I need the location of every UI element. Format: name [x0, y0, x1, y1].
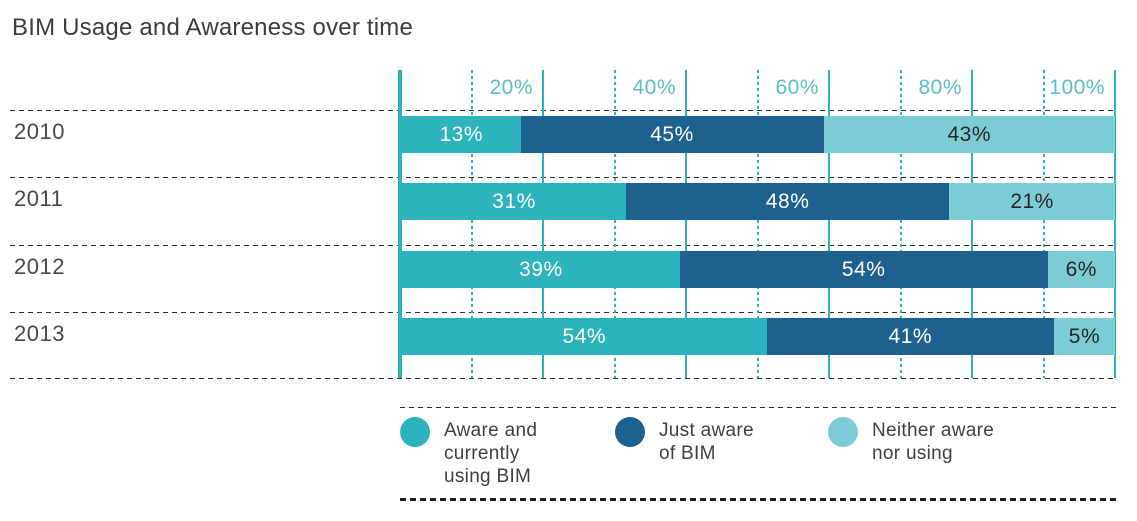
major-gridline [542, 70, 544, 378]
bar-row: 13% 45% 43% [402, 116, 1115, 153]
legend-entry-line: currently [444, 443, 520, 464]
legend-entry-line: Aware and [444, 420, 538, 441]
bar-value-label: 48% [765, 189, 810, 213]
x-axis-tick-label: 100% [1049, 76, 1105, 99]
year-label: 2013 [14, 321, 65, 346]
bar-segment: 31% [402, 183, 627, 220]
major-gridline [828, 70, 830, 378]
bar-value-label: 31% [492, 189, 536, 213]
bar-value-label: 54% [562, 324, 607, 348]
bar-row: 39% 54% 6% [402, 251, 1115, 288]
row-separator-line [10, 245, 1117, 246]
x-axis-tick-label: 60% [775, 76, 819, 99]
minor-gridline [899, 70, 902, 378]
bar-segment: 5% [1053, 318, 1116, 355]
bar-segment: 45% [520, 116, 824, 153]
x-axis-tick-label: 80% [918, 76, 962, 99]
year-label: 2012 [14, 254, 65, 279]
bar-segment: 21% [949, 183, 1116, 220]
row-separator-line [10, 110, 1117, 111]
bar-segment: 13% [402, 116, 521, 153]
bar-segment: 54% [679, 251, 1048, 288]
legend-color-dot [828, 417, 858, 447]
bar-segment: 41% [766, 318, 1054, 355]
bar-value-label: 21% [1010, 189, 1054, 213]
bar-value-label: 39% [519, 257, 563, 281]
legend-entry-line: using BIM [444, 466, 532, 487]
year-label: 2010 [14, 119, 65, 144]
bar-value-label: 5% [1068, 324, 1101, 348]
year-label: 2011 [14, 186, 64, 211]
bar-row: 54% 41% 5% [402, 318, 1116, 355]
y-axis-line [398, 70, 402, 378]
legend-entry-line: Just aware [659, 420, 754, 441]
legend-entry-line: nor using [872, 443, 953, 464]
bar-value-label: 13% [439, 122, 484, 146]
x-axis-tick-label: 20% [489, 76, 533, 99]
chart-title: BIM Usage and Awareness over time [12, 14, 414, 41]
legend-entry-label: Just aware of BIM [659, 419, 754, 465]
legend-top-divider [400, 407, 1117, 408]
bar-segment: 39% [402, 251, 680, 288]
minor-gridline [613, 70, 616, 378]
bar-segment: 48% [626, 183, 950, 220]
bar-row: 31% 48% 21% [402, 183, 1116, 220]
row-separator-line [10, 312, 1117, 313]
legend-color-dot [400, 417, 430, 447]
major-gridline [685, 70, 687, 378]
legend-entry-line: Neither aware [872, 420, 995, 441]
bar-segment: 6% [1047, 251, 1115, 288]
row-separator-line [10, 177, 1117, 178]
bar-value-label: 41% [888, 324, 933, 348]
x-axis-tick-label: 40% [632, 76, 676, 99]
minor-gridline [756, 70, 759, 378]
legend-entry-label: Aware and currently using BIM [444, 419, 537, 488]
legend-bottom-divider [400, 498, 1117, 501]
minor-gridline [1042, 70, 1045, 378]
legend-entry-line: of BIM [659, 443, 716, 464]
bar-value-label: 54% [841, 257, 886, 281]
bar-value-label: 6% [1065, 257, 1097, 281]
bar-value-label: 45% [650, 122, 694, 146]
minor-gridline [470, 70, 473, 378]
major-gridline [971, 70, 973, 378]
bar-segment: 54% [402, 318, 767, 355]
major-gridline [1114, 70, 1116, 378]
legend-color-dot [615, 417, 645, 447]
legend-entry-label: Neither aware nor using [872, 419, 994, 465]
bar-segment: 43% [823, 116, 1115, 153]
bar-value-label: 43% [947, 122, 992, 146]
row-separator-line [10, 378, 1117, 379]
